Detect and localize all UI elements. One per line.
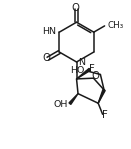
Polygon shape bbox=[98, 89, 105, 103]
Polygon shape bbox=[77, 68, 91, 79]
Text: CH₃: CH₃ bbox=[108, 21, 124, 30]
Text: O: O bbox=[91, 71, 99, 81]
Text: F: F bbox=[89, 64, 95, 74]
Text: N: N bbox=[78, 58, 85, 67]
Text: HO: HO bbox=[70, 66, 85, 75]
Text: F: F bbox=[102, 110, 108, 119]
Polygon shape bbox=[69, 94, 78, 104]
Text: HN: HN bbox=[42, 27, 56, 36]
Text: OH: OH bbox=[54, 100, 68, 109]
Text: O: O bbox=[72, 3, 80, 13]
Text: O: O bbox=[42, 53, 50, 63]
